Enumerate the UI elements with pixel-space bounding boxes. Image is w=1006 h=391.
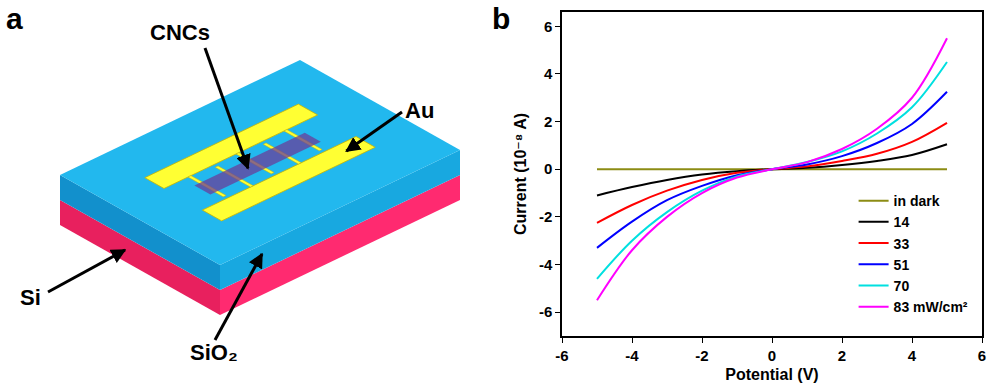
html-text:a: a — [6, 2, 23, 35]
svg-text:-4: -4 — [539, 256, 553, 273]
svg-text:Au: Au — [405, 98, 434, 123]
svg-text:-2: -2 — [695, 347, 708, 364]
html-text:b: b — [492, 2, 511, 35]
svg-text:SiO₂: SiO₂ — [190, 340, 238, 365]
svg-text:-4: -4 — [625, 347, 639, 364]
svg-text:70: 70 — [894, 278, 910, 294]
svg-text:-2: -2 — [539, 208, 552, 225]
svg-text:-6: -6 — [555, 347, 568, 364]
svg-text:4: 4 — [908, 347, 917, 364]
svg-text:in dark: in dark — [894, 193, 940, 209]
svg-text:-6: -6 — [539, 303, 552, 320]
svg-text:2: 2 — [544, 113, 552, 130]
svg-text:0: 0 — [544, 160, 552, 177]
svg-text:6: 6 — [978, 347, 986, 364]
svg-text:83 mW/cm²: 83 mW/cm² — [894, 299, 968, 315]
svg-text:14: 14 — [894, 214, 910, 230]
svg-text:2: 2 — [838, 347, 846, 364]
svg-text:6: 6 — [544, 18, 552, 35]
svg-text:4: 4 — [544, 65, 553, 82]
svg-text:0: 0 — [768, 347, 776, 364]
svg-text:Current (10⁻⁸ A): Current (10⁻⁸ A) — [512, 113, 529, 235]
svg-text:Si: Si — [20, 285, 41, 310]
svg-text:CNCs: CNCs — [150, 20, 210, 45]
svg-text:51: 51 — [894, 257, 910, 273]
svg-text:33: 33 — [894, 236, 910, 252]
svg-text:Potential (V): Potential (V) — [725, 366, 818, 383]
